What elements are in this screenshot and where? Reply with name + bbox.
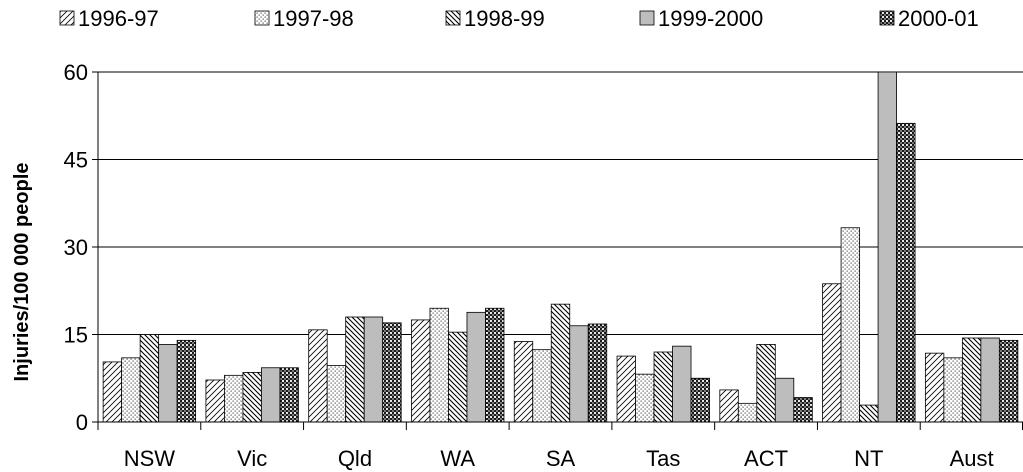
legend-label: 1999-2000 [658, 6, 763, 31]
y-tick-label: 15 [64, 323, 88, 348]
bar [102, 361, 123, 423]
bar [448, 331, 468, 423]
legend-swatch [59, 10, 75, 26]
bar [139, 334, 160, 423]
bar [587, 323, 608, 423]
x-tick-label: Aust [950, 446, 994, 471]
y-axis-title: Injuries/100 000 people [11, 163, 33, 382]
bar [653, 351, 673, 423]
legend-label: 2000-01 [898, 6, 979, 31]
bar [998, 339, 1019, 423]
bar [635, 373, 655, 423]
bar [176, 339, 197, 423]
x-tick-label: Tas [646, 446, 680, 471]
bar [774, 377, 795, 423]
bar [485, 307, 505, 423]
bar [672, 345, 692, 423]
bar [532, 349, 552, 423]
bar [896, 122, 916, 423]
bar [616, 355, 636, 423]
y-tick-label: 60 [64, 60, 88, 85]
bar [822, 283, 842, 423]
bar [840, 227, 860, 423]
bar [756, 344, 776, 423]
legend-swatch [254, 10, 270, 26]
bar [569, 325, 589, 423]
y-axis-ticks: 0 15 30 45 60 [64, 60, 98, 435]
x-axis: NSW Vic Qld WA SA Tas ACT NT Aust [97, 72, 1023, 471]
bar [224, 374, 244, 423]
bar [719, 389, 739, 423]
bar [961, 337, 982, 423]
bar [793, 397, 813, 423]
x-tick-label: Qld [338, 446, 372, 471]
bar [411, 319, 431, 423]
legend-swatch [639, 10, 655, 26]
bar [205, 379, 225, 423]
bar [943, 357, 963, 423]
bar [279, 367, 299, 423]
y-tick-label: 0 [76, 410, 88, 435]
bar [550, 303, 571, 423]
bar [363, 316, 384, 423]
bar [924, 352, 945, 423]
legend-label: 1998-99 [464, 6, 545, 31]
bar [737, 402, 758, 423]
bar [242, 372, 262, 423]
bar [513, 341, 534, 423]
legend-label: 1996-97 [78, 6, 159, 31]
x-tick-label: Vic [237, 446, 267, 471]
legend: 1996-97 1997-98 1998-99 1999-2000 2000-01 [59, 6, 979, 31]
x-tick-label: SA [546, 446, 576, 471]
bar [158, 344, 178, 423]
bar [980, 337, 1000, 423]
x-tick-label: WA [440, 446, 475, 471]
bar [326, 365, 347, 423]
x-tick-label: NT [854, 446, 883, 471]
x-tick-label: ACT [744, 446, 788, 471]
bar [877, 71, 897, 423]
y-tick-label: 45 [64, 148, 88, 173]
legend-swatch [879, 10, 895, 26]
bar [429, 307, 449, 423]
x-tick-label: NSW [124, 446, 176, 471]
y-tick-label: 30 [64, 235, 88, 260]
bar [690, 377, 710, 423]
bar [121, 357, 141, 423]
bar [382, 322, 402, 423]
bar [345, 316, 365, 423]
bar [261, 367, 281, 423]
legend-swatch [445, 10, 461, 26]
legend-label: 1997-98 [273, 6, 354, 31]
bar [859, 404, 879, 423]
bar [466, 311, 486, 423]
bar [308, 329, 328, 423]
